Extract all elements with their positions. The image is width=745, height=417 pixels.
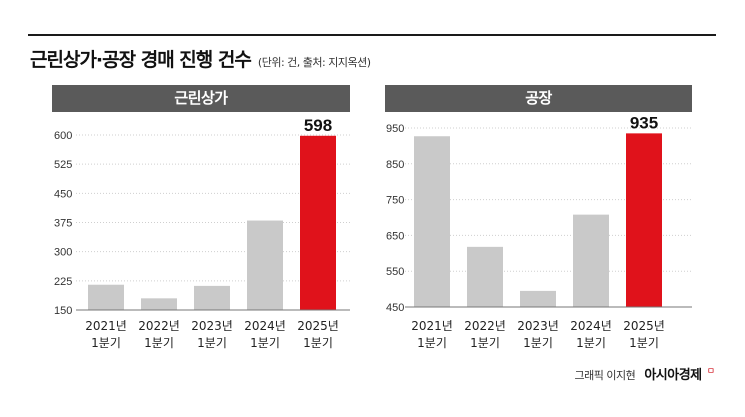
y-tick-label: 150 <box>54 305 72 317</box>
credit: 그래픽 이지현 아시아경제 ㅁ <box>575 364 716 383</box>
x-tick-label: 2021년 <box>85 319 127 333</box>
brand-logo-text: 아시아경제 <box>644 368 702 383</box>
y-tick-label: 600 <box>54 130 72 142</box>
y-tick-label: 550 <box>386 266 404 278</box>
unit-note: (단위: 건, 출처: 지지옥션) <box>257 56 371 69</box>
bar <box>626 133 662 307</box>
credit-text: 그래픽 이지현 <box>574 369 636 382</box>
x-tick-label: 1분기 <box>144 336 174 350</box>
bar <box>141 298 177 310</box>
y-tick-label: 450 <box>54 188 72 200</box>
x-tick-label: 2025년 <box>297 319 339 333</box>
x-tick-label: 2024년 <box>570 319 612 333</box>
x-tick-label: 2022년 <box>464 319 506 333</box>
bar <box>300 135 336 310</box>
y-tick-label: 650 <box>386 230 404 242</box>
x-tick-label: 1분기 <box>523 336 553 350</box>
page-title: 근린상가·공장 경매 진행 건수 <box>30 49 252 71</box>
x-tick-label: 1분기 <box>470 336 500 350</box>
data-label: 598 <box>304 116 332 135</box>
y-tick-label: 375 <box>54 218 72 230</box>
y-tick-label: 225 <box>54 276 72 288</box>
bar <box>247 220 283 310</box>
bar <box>88 284 124 310</box>
x-tick-label: 2021년 <box>411 319 453 333</box>
chart-header-right: 공장 <box>385 85 692 112</box>
x-tick-label: 1분기 <box>91 336 121 350</box>
x-tick-label: 1분기 <box>576 336 606 350</box>
data-label: 935 <box>630 113 658 132</box>
x-tick-label: 2022년 <box>138 319 180 333</box>
y-tick-label: 850 <box>386 159 404 171</box>
x-tick-label: 2023년 <box>517 319 559 333</box>
brand-mark-icon: ㅁ <box>706 367 715 377</box>
x-tick-label: 1분기 <box>250 336 280 350</box>
top-rule <box>28 34 716 36</box>
bar <box>573 214 609 307</box>
chart-header-left: 근린상가 <box>52 85 350 112</box>
x-tick-label: 2025년 <box>623 319 665 333</box>
y-tick-label: 525 <box>54 159 72 171</box>
x-tick-label: 1분기 <box>303 336 333 350</box>
bar <box>467 246 503 307</box>
x-tick-label: 1분기 <box>417 336 447 350</box>
bar <box>520 290 556 307</box>
y-tick-label: 750 <box>386 195 404 207</box>
y-tick-label: 300 <box>54 247 72 259</box>
bar <box>194 285 230 310</box>
x-tick-label: 2023년 <box>191 319 233 333</box>
x-tick-label: 1분기 <box>629 336 659 350</box>
title-block: 근린상가·공장 경매 진행 건수 (단위: 건, 출처: 지지옥션) <box>30 45 371 72</box>
x-tick-label: 2024년 <box>244 319 286 333</box>
x-tick-label: 1분기 <box>197 336 227 350</box>
y-tick-label: 950 <box>386 123 404 135</box>
y-tick-label: 450 <box>386 302 404 314</box>
bar <box>414 136 450 307</box>
